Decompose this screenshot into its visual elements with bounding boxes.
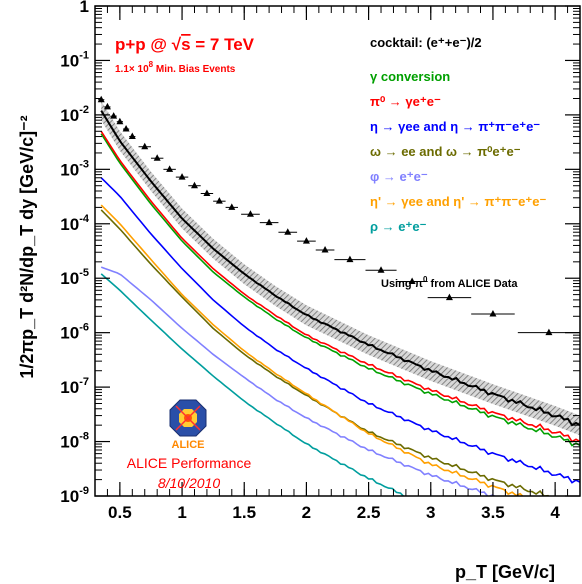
series-line-6 — [100, 273, 405, 496]
data-point-marker — [228, 203, 236, 210]
y-tick-label: 10-4 — [60, 213, 90, 234]
y-tick-label: 10-9 — [60, 485, 89, 506]
cocktail-sum-line — [100, 110, 580, 427]
cocktail-uncertainty-band — [101, 101, 580, 436]
data-point — [150, 154, 164, 161]
data-point — [122, 125, 130, 132]
data-point-marker — [408, 277, 416, 285]
data-point — [278, 228, 298, 235]
performance-label: ALICE Performance — [127, 455, 252, 471]
legend-entry: ω → ee and ω → π⁰e⁺e⁻ — [370, 144, 521, 159]
series-line-2 — [100, 177, 580, 484]
data-point-marker — [110, 112, 118, 119]
svg-text:p+p @ √s = 7 TeV: p+p @ √s = 7 TeV — [115, 35, 255, 54]
data-point — [163, 165, 176, 172]
x-tick-label: 4 — [550, 503, 560, 522]
performance-date: 8/10/2010 — [158, 475, 220, 491]
x-tick-label: 1 — [177, 503, 186, 522]
y-tick-label: 10-1 — [60, 49, 89, 70]
data-point — [213, 197, 226, 204]
data-point-marker — [116, 117, 124, 125]
x-axis: 0.5 1 1.5 2 2.5 3 3.5 4 — [94, 6, 581, 522]
data-point — [471, 310, 515, 317]
title-annotation: p+p @ √s = 7 TeV 1.1× 108 Min. Bias Even… — [115, 35, 255, 75]
series-line-5 — [100, 204, 524, 496]
data-point — [188, 181, 201, 189]
data-point-marker — [489, 310, 497, 317]
data-point-marker — [166, 165, 174, 172]
data-point-marker — [141, 142, 149, 150]
data-point — [241, 210, 260, 217]
data-point — [517, 328, 580, 336]
data-point-marker — [265, 218, 273, 226]
legend-title: cocktail: (e⁺+e⁻)/2 — [370, 35, 482, 50]
y-tick-label: 10-7 — [60, 376, 89, 397]
data-point — [427, 293, 472, 301]
x-tick-label: 2 — [302, 503, 311, 522]
data-point-marker — [545, 328, 553, 336]
legend-entry: γ conversion — [370, 69, 450, 84]
using-pi0-note: Using π0 from ALICE Data — [381, 275, 518, 290]
data-point — [315, 245, 335, 253]
data-point — [396, 277, 428, 285]
y-tick-label: 1 — [80, 0, 89, 16]
series-line-0 — [100, 133, 580, 447]
data-point-marker — [122, 125, 130, 132]
data-point — [128, 132, 136, 140]
data-point-marker — [302, 237, 310, 244]
x-tick-label: 0.5 — [108, 503, 132, 522]
x-tick-label: 3 — [426, 503, 435, 522]
data-point — [334, 255, 366, 263]
data-point-marker — [128, 132, 136, 140]
legend-entry: ρ → e⁺e⁻ — [370, 219, 427, 234]
data-point — [297, 237, 316, 244]
data-point — [138, 142, 151, 150]
data-point-marker — [203, 189, 211, 196]
data-point-marker — [246, 210, 254, 217]
data-point — [116, 117, 124, 125]
data-point — [175, 173, 189, 180]
data-point — [110, 112, 118, 119]
data-point-marker — [103, 102, 111, 110]
plot-area — [97, 95, 580, 496]
legend: cocktail: (e⁺+e⁻)/2 γ conversion π⁰ → γe⁺… — [370, 35, 546, 234]
y-tick-label: 10-2 — [60, 104, 89, 125]
y-axis-title: 1/2πp_T d²N/dp_T dy [GeV/c]⁻² — [17, 115, 37, 378]
series-line-1 — [100, 130, 580, 443]
data-point-marker — [377, 266, 385, 273]
x-tick-label: 3.5 — [481, 503, 505, 522]
y-tick-label: 10-6 — [60, 322, 89, 343]
data-point-marker — [445, 293, 453, 301]
data-point-marker — [190, 181, 198, 189]
legend-entry: η' → γee and η' → π⁺π⁻e⁺e⁻ — [370, 194, 546, 209]
data-point-marker — [284, 228, 292, 235]
y-tick-label: 10-8 — [60, 431, 89, 452]
data-point-marker — [153, 154, 161, 161]
data-point-marker — [178, 173, 186, 180]
data-point-marker — [321, 245, 329, 253]
y-tick-label: 10-3 — [60, 158, 89, 179]
data-point — [365, 266, 397, 273]
data-point-marker — [215, 197, 223, 204]
legend-entry: π⁰ → γe⁺e⁻ — [370, 94, 441, 109]
data-point-marker — [346, 255, 354, 263]
x-tick-label: 1.5 — [232, 503, 256, 522]
legend-entry: η → γee and η → π⁺π⁻e⁺e⁻ — [370, 119, 540, 134]
x-axis-title: p_T [GeV/c] — [455, 562, 555, 582]
data-point — [259, 218, 279, 226]
legend-entry: φ → e⁺e⁻ — [370, 169, 428, 184]
svg-text:1.1× 108 Min. Bias Events: 1.1× 108 Min. Bias Events — [115, 60, 236, 75]
data-point — [225, 203, 239, 210]
series-line-4 — [100, 266, 498, 496]
plot-frame — [94, 5, 581, 497]
y-tick-label: 10-5 — [60, 267, 89, 288]
data-point — [103, 102, 111, 110]
alice-logo-text: ALICE — [172, 439, 205, 451]
x-tick-label: 2.5 — [357, 503, 381, 522]
y-axis: 10-9 10-8 10-7 10-6 10-5 10-4 10-3 10-2 10-1 1 — [60, 0, 580, 506]
data-point — [200, 189, 214, 196]
alice-logo: ALICE — [169, 399, 207, 451]
